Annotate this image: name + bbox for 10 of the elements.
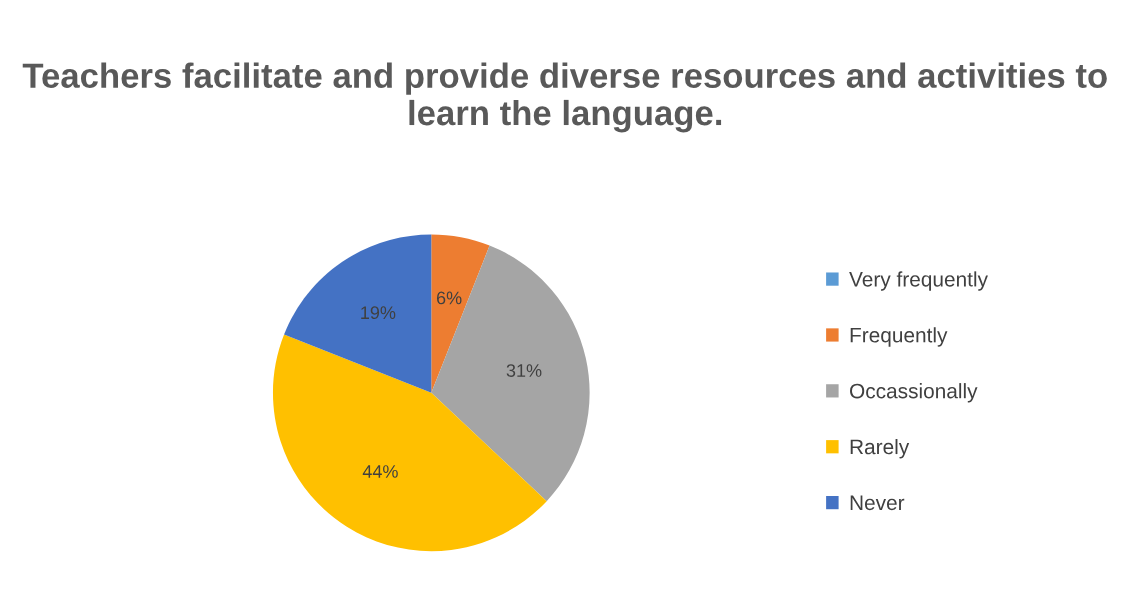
data-label: 6% (436, 291, 462, 305)
legend-label: Occassionally (850, 383, 978, 403)
data-label: 19% (361, 306, 396, 320)
chart-title: Teachers facilitate and provide diverse resources and activities to learn the language. (22, 62, 1107, 133)
data-label: 31% (506, 364, 542, 377)
legend-label: Never (850, 495, 905, 511)
data-label: 44% (362, 465, 398, 478)
legend-label: Very frequently (849, 271, 988, 291)
legend-label: Rarely (850, 438, 910, 459)
legend-label: Frequently (850, 327, 948, 347)
